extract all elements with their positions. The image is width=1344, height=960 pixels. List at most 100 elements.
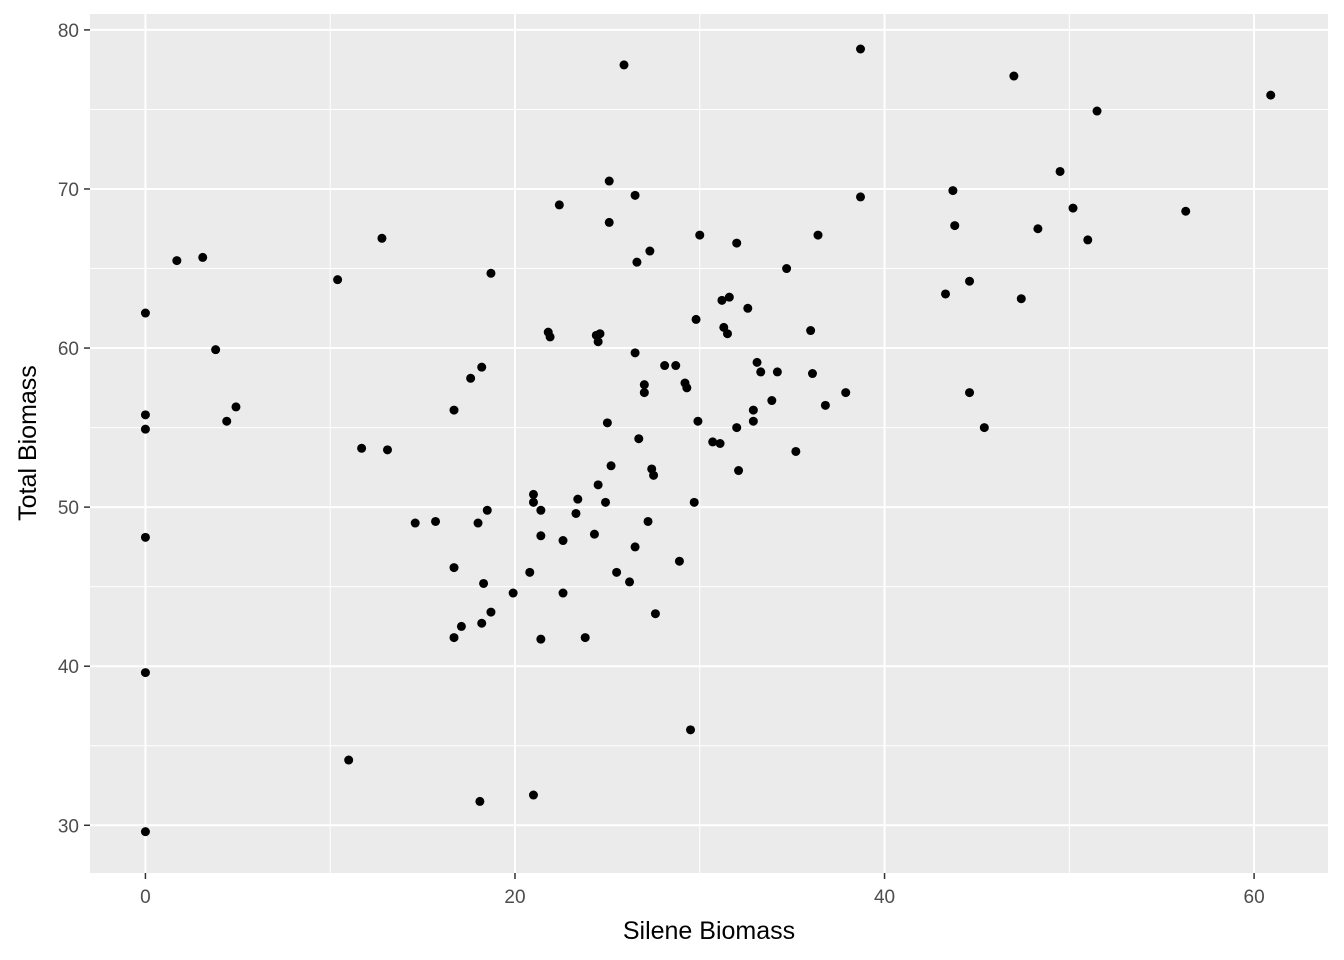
data-point xyxy=(630,190,640,200)
data-point xyxy=(545,332,555,342)
data-point xyxy=(1033,224,1043,234)
data-point xyxy=(1266,90,1276,100)
data-point xyxy=(477,618,487,628)
y-axis-ticks: 30 40 50 60 70 80 xyxy=(58,21,90,837)
data-point xyxy=(625,577,635,587)
data-point xyxy=(791,446,801,456)
data-point xyxy=(715,439,725,448)
data-point xyxy=(748,416,758,426)
data-point xyxy=(211,345,221,355)
data-point xyxy=(593,337,603,347)
data-point xyxy=(732,423,742,433)
data-point xyxy=(140,410,150,420)
y-tick-label: 80 xyxy=(58,21,79,42)
data-point xyxy=(632,257,642,267)
data-point xyxy=(344,755,354,765)
data-point xyxy=(732,238,742,248)
data-point xyxy=(589,529,599,539)
data-point xyxy=(473,518,483,528)
data-point xyxy=(602,418,612,428)
data-point xyxy=(482,505,492,515)
data-point xyxy=(619,60,629,70)
data-point xyxy=(606,461,616,471)
data-point xyxy=(671,361,681,371)
data-point xyxy=(604,176,614,186)
major-gridlines xyxy=(90,14,1328,873)
data-point xyxy=(748,405,758,415)
data-point xyxy=(580,633,590,643)
y-axis-title: Total Biomass xyxy=(14,365,42,521)
data-point xyxy=(1181,206,1191,216)
data-point xyxy=(558,536,568,546)
data-point xyxy=(682,383,692,393)
x-tick-label: 0 xyxy=(140,887,151,908)
data-point xyxy=(140,308,150,318)
data-point xyxy=(630,348,640,358)
data-point xyxy=(466,373,476,383)
data-point xyxy=(528,497,538,507)
minor-gridlines xyxy=(90,14,1328,873)
data-point xyxy=(1009,71,1019,81)
data-point xyxy=(645,246,655,256)
data-point xyxy=(782,264,792,274)
data-point xyxy=(1083,235,1093,245)
x-tick-label: 60 xyxy=(1244,887,1265,908)
data-point xyxy=(554,200,564,210)
data-point xyxy=(856,192,866,202)
data-point xyxy=(140,532,150,542)
data-point xyxy=(528,790,538,800)
data-point xyxy=(571,508,581,518)
data-points xyxy=(140,44,1276,837)
data-point xyxy=(1055,166,1065,176)
data-point xyxy=(333,275,343,285)
data-point xyxy=(649,470,659,480)
data-point xyxy=(634,434,644,444)
data-point xyxy=(604,217,614,227)
data-point xyxy=(486,607,496,617)
data-point xyxy=(431,516,441,526)
data-point xyxy=(1092,106,1102,116)
data-point xyxy=(449,405,459,415)
x-tick-label: 40 xyxy=(874,887,895,908)
data-point xyxy=(536,505,546,515)
data-point xyxy=(686,725,696,735)
data-point xyxy=(573,494,583,504)
data-point xyxy=(691,314,701,324)
data-point xyxy=(856,44,866,54)
data-point xyxy=(693,416,703,426)
data-point xyxy=(941,289,951,299)
data-point xyxy=(820,400,830,410)
data-point xyxy=(743,303,753,313)
data-point xyxy=(752,357,762,367)
y-tick-label: 30 xyxy=(58,816,79,837)
data-point xyxy=(410,518,420,528)
data-point xyxy=(1016,294,1026,304)
data-point xyxy=(536,531,546,541)
data-point xyxy=(595,329,605,339)
data-point xyxy=(674,556,684,566)
data-point xyxy=(231,402,241,412)
data-point xyxy=(222,416,232,426)
data-point xyxy=(807,369,817,379)
x-axis-title: Silene Biomass xyxy=(623,917,795,945)
data-point xyxy=(357,443,367,453)
data-point xyxy=(601,497,611,507)
data-point xyxy=(479,578,489,588)
data-point xyxy=(140,827,150,837)
data-point xyxy=(172,256,182,266)
x-tick-label: 20 xyxy=(504,887,525,908)
data-point xyxy=(639,380,649,390)
data-point xyxy=(734,466,744,476)
x-axis-ticks: 0 20 40 60 xyxy=(140,873,1265,908)
data-point xyxy=(377,233,387,243)
data-point xyxy=(643,516,653,526)
y-tick-label: 70 xyxy=(58,180,79,201)
data-point xyxy=(525,567,535,577)
data-point xyxy=(772,367,782,377)
data-point xyxy=(449,563,459,573)
data-point xyxy=(841,388,851,398)
data-point xyxy=(558,588,568,598)
data-point xyxy=(140,424,150,434)
data-point xyxy=(806,326,816,336)
